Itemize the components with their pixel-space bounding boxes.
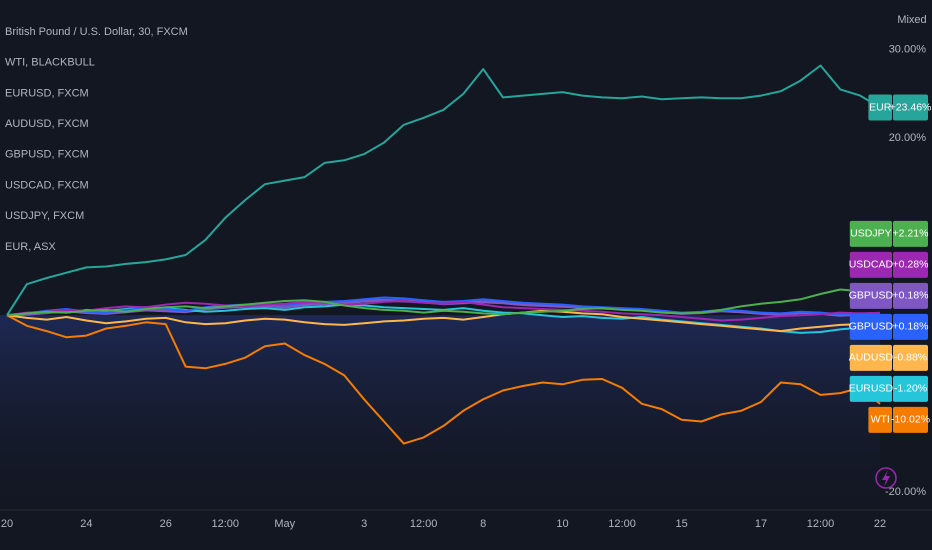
tag-box	[849, 344, 892, 371]
series-line	[6, 64, 881, 316]
x-tick-label: 26	[160, 518, 172, 530]
legend-entry: EUR, ASX	[5, 241, 56, 253]
value-label: -1.20%	[894, 383, 927, 395]
x-tick-label: 24	[80, 518, 92, 530]
value-box	[893, 251, 928, 278]
legend-entry: GBPUSD, FXCM	[5, 149, 89, 161]
tag-label: USDJPY	[850, 228, 891, 240]
legend-entry: USDCAD, FXCM	[5, 179, 89, 191]
value-label: -10.02%	[891, 414, 930, 426]
tag-box	[849, 220, 892, 247]
y-tick-label: 20.00%	[889, 132, 927, 144]
series-line	[6, 314, 881, 445]
value-box	[893, 282, 928, 309]
baseline-fill	[0, 315, 880, 510]
x-tick-label: 10	[556, 518, 568, 530]
tag-label: GBPUSD	[849, 321, 894, 333]
value-box	[893, 313, 928, 340]
tag-box	[849, 375, 892, 402]
series-line	[6, 300, 881, 322]
tag-label: EURUSD	[849, 383, 894, 395]
x-tick-label: 12:00	[807, 518, 835, 530]
tag-label: USDCAD	[849, 259, 894, 271]
value-box	[893, 344, 928, 371]
x-tick-label: 12:00	[608, 518, 636, 530]
x-tick-label: May	[274, 518, 295, 530]
value-label: -0.88%	[894, 352, 927, 364]
legend-entry: WTI, BLACKBULL	[5, 57, 95, 69]
labels: 30.00% 20.00% -20.00% 20 24 26 12:00 May 3 12:00 8…	[1, 26, 932, 530]
value-box	[893, 220, 928, 247]
tag-label: GBPUSD	[849, 290, 894, 302]
value-box	[893, 375, 928, 402]
legend-entry: USDJPY, FXCM	[5, 210, 84, 222]
y-tick-label: -20.00%	[885, 486, 926, 498]
value-label: +2.21%	[893, 228, 929, 240]
legend-entry: AUDUSD, FXCM	[5, 118, 89, 130]
lightning-icon	[875, 467, 897, 489]
value-label: +0.18%	[893, 290, 929, 302]
x-tick-label: 12:00	[211, 518, 239, 530]
series-line	[6, 288, 881, 317]
scale-mode: Mixed	[897, 14, 926, 26]
legend-entry: British Pound / U.S. Dollar, 30, FXCM	[5, 26, 188, 38]
y-tick-label: 30.00%	[889, 43, 927, 55]
x-tick-label: 12:00	[410, 518, 438, 530]
x-tick-label: 15	[675, 518, 687, 530]
tag-label: WTI	[871, 414, 890, 426]
x-tick-label: 3	[361, 518, 367, 530]
tag-box	[849, 251, 892, 278]
x-tick-label: 8	[480, 518, 486, 530]
tag-box	[868, 94, 892, 121]
legend-entry: EURUSD, FXCM	[5, 87, 89, 99]
value-label: +0.18%	[893, 321, 929, 333]
tag-label: EUR	[869, 101, 892, 113]
value-box	[893, 94, 928, 121]
tag-box	[849, 282, 892, 309]
value-box	[893, 406, 928, 433]
series-line	[6, 309, 881, 333]
tag-label: AUDUSD	[849, 352, 894, 364]
tag-box	[849, 313, 892, 340]
x-tick-label: 17	[755, 518, 767, 530]
value-label: +23.46%	[890, 101, 932, 113]
value-label: +0.28%	[893, 259, 929, 271]
series-lines	[6, 64, 881, 445]
tag-box	[868, 406, 892, 433]
x-tick-label: 20	[1, 518, 13, 530]
x-tick-label: 22	[874, 518, 886, 530]
